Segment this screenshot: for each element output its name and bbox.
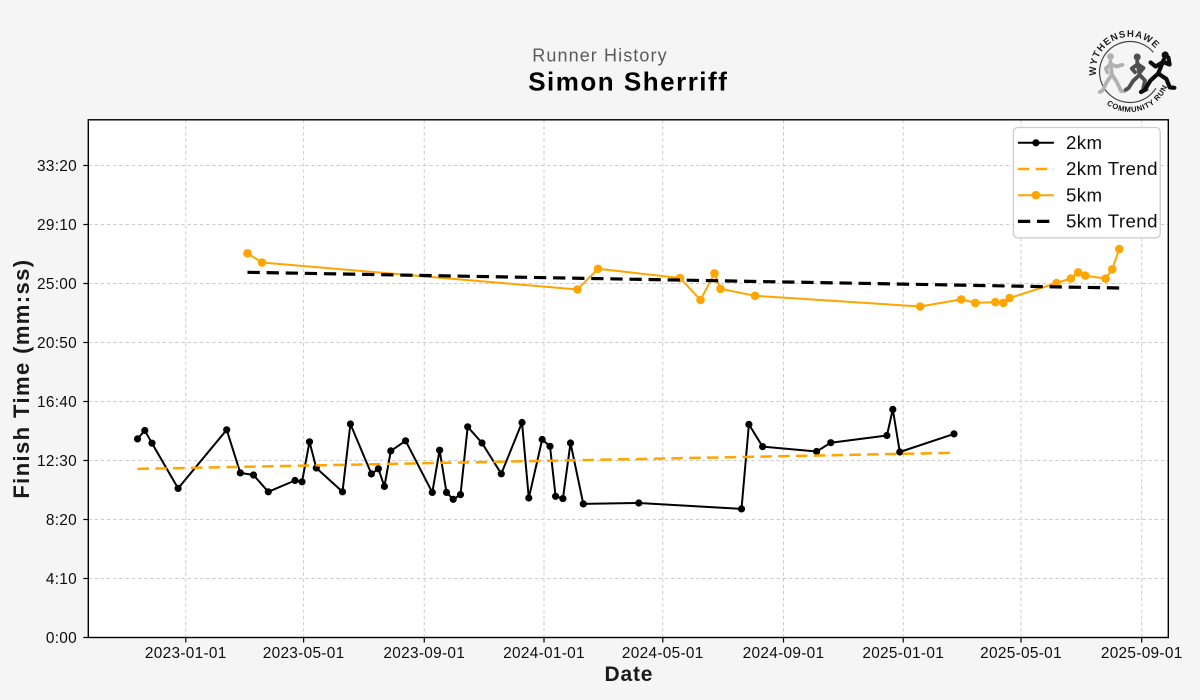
svg-text:20:50: 20:50 <box>37 335 77 352</box>
svg-text:5km: 5km <box>1066 184 1103 205</box>
svg-text:8:20: 8:20 <box>46 512 77 529</box>
svg-text:2024-01-01: 2024-01-01 <box>503 645 585 662</box>
svg-text:2023-09-01: 2023-09-01 <box>383 645 465 662</box>
svg-text:2km Trend: 2km Trend <box>1066 158 1158 179</box>
svg-text:Runner History: Runner History <box>532 46 667 66</box>
svg-text:Finish Time (mm:ss): Finish Time (mm:ss) <box>9 259 34 499</box>
svg-text:25:00: 25:00 <box>37 276 77 293</box>
svg-text:4:10: 4:10 <box>46 571 77 588</box>
svg-text:2023-01-01: 2023-01-01 <box>145 645 227 662</box>
svg-text:5km Trend: 5km Trend <box>1066 211 1158 232</box>
svg-text:2023-05-01: 2023-05-01 <box>263 645 345 662</box>
svg-text:Simon Sherriff: Simon Sherriff <box>528 66 728 96</box>
svg-text:2024-09-01: 2024-09-01 <box>743 645 825 662</box>
svg-text:12:30: 12:30 <box>37 453 77 470</box>
svg-text:0:00: 0:00 <box>46 630 77 647</box>
svg-text:29:10: 29:10 <box>37 217 77 234</box>
svg-text:2025-05-01: 2025-05-01 <box>980 645 1062 662</box>
svg-text:2025-09-01: 2025-09-01 <box>1101 645 1183 662</box>
svg-text:2025-01-01: 2025-01-01 <box>862 645 944 662</box>
svg-text:16:40: 16:40 <box>37 394 77 411</box>
svg-text:33:20: 33:20 <box>37 158 77 175</box>
svg-text:2024-05-01: 2024-05-01 <box>622 645 704 662</box>
svg-text:Date: Date <box>605 663 654 686</box>
svg-text:2km: 2km <box>1066 132 1103 153</box>
